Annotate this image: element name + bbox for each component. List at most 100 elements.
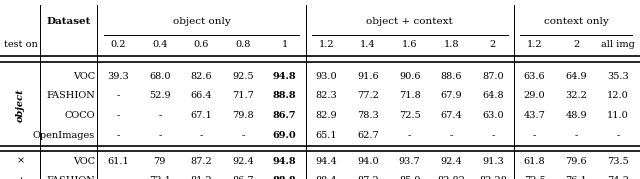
Text: all img: all img (601, 40, 635, 49)
Text: 1.8: 1.8 (444, 40, 459, 49)
Text: 87.0: 87.0 (482, 72, 504, 81)
Text: 11.0: 11.0 (607, 111, 628, 120)
Text: -: - (616, 131, 620, 140)
Text: 87.2: 87.2 (191, 157, 212, 166)
Text: 32.2: 32.2 (565, 91, 587, 100)
Text: 67.1: 67.1 (191, 111, 212, 120)
Text: 94.0: 94.0 (357, 157, 379, 166)
Text: 61.1: 61.1 (108, 157, 129, 166)
Text: 94.8: 94.8 (273, 157, 296, 166)
Text: 82.6: 82.6 (191, 72, 212, 81)
Text: -: - (158, 111, 161, 120)
Text: 0.2: 0.2 (110, 40, 126, 49)
Text: 67.4: 67.4 (440, 111, 462, 120)
Text: 65.1: 65.1 (316, 131, 337, 140)
Text: 68.0: 68.0 (149, 72, 170, 81)
Text: 74.3: 74.3 (607, 176, 629, 179)
Text: 2: 2 (490, 40, 496, 49)
Text: 88.8: 88.8 (273, 91, 296, 100)
Text: object: object (16, 89, 25, 122)
Text: 90.6: 90.6 (399, 72, 420, 81)
Text: FASHION: FASHION (46, 176, 95, 179)
Text: 62.7: 62.7 (357, 131, 379, 140)
Text: 35.3: 35.3 (607, 72, 628, 81)
Text: 43.7: 43.7 (524, 111, 545, 120)
Text: 88.4: 88.4 (316, 176, 337, 179)
Text: object + context: object + context (366, 17, 453, 26)
Text: -: - (116, 176, 120, 179)
Text: 67.9: 67.9 (440, 91, 462, 100)
Text: 88.6: 88.6 (440, 72, 462, 81)
Text: 2: 2 (573, 40, 579, 49)
Text: 61.8: 61.8 (524, 157, 545, 166)
Text: 85.9: 85.9 (399, 176, 420, 179)
Text: 86.7: 86.7 (273, 111, 296, 120)
Text: 82.9: 82.9 (316, 111, 337, 120)
Text: 78.3: 78.3 (357, 111, 379, 120)
Text: -: - (200, 131, 203, 140)
Text: test on: test on (4, 40, 37, 49)
Text: 0.4: 0.4 (152, 40, 168, 49)
Text: 1: 1 (282, 40, 288, 49)
Text: object only: object only (173, 17, 230, 26)
Text: 12.0: 12.0 (607, 91, 628, 100)
Text: 71.7: 71.7 (232, 91, 254, 100)
Text: 82.28: 82.28 (479, 176, 507, 179)
Text: 76.1: 76.1 (565, 176, 587, 179)
Text: 92.4: 92.4 (232, 157, 254, 166)
Text: 92.4: 92.4 (440, 157, 462, 166)
Text: -: - (241, 131, 244, 140)
Text: -: - (450, 131, 453, 140)
Text: 0.6: 0.6 (194, 40, 209, 49)
Text: 63.0: 63.0 (482, 111, 504, 120)
Text: 93.0: 93.0 (316, 72, 337, 81)
Text: -: - (408, 131, 412, 140)
Text: 79: 79 (154, 157, 166, 166)
Text: 77.2: 77.2 (357, 91, 379, 100)
Text: 29.0: 29.0 (524, 91, 545, 100)
Text: -: - (533, 131, 536, 140)
Text: 86.7: 86.7 (232, 176, 254, 179)
Text: 52.9: 52.9 (149, 91, 171, 100)
Text: 92.5: 92.5 (232, 72, 254, 81)
Text: ×: × (17, 157, 24, 166)
Text: -: - (575, 131, 578, 140)
Text: 64.9: 64.9 (565, 72, 587, 81)
Text: 1.2: 1.2 (319, 40, 334, 49)
Text: VOC: VOC (72, 157, 95, 166)
Text: 94.4: 94.4 (316, 157, 337, 166)
Text: 82.3: 82.3 (316, 91, 337, 100)
Text: 71.8: 71.8 (399, 91, 420, 100)
Text: 1.4: 1.4 (360, 40, 376, 49)
Text: 1.2: 1.2 (527, 40, 543, 49)
Text: 79.8: 79.8 (232, 111, 254, 120)
Text: -: - (492, 131, 495, 140)
Text: 1.6: 1.6 (402, 40, 417, 49)
Text: 79.6: 79.6 (565, 157, 587, 166)
Text: 69.0: 69.0 (273, 131, 296, 140)
Text: COCO: COCO (64, 111, 95, 120)
Text: OpenImages: OpenImages (33, 131, 95, 140)
Text: FASHION: FASHION (46, 91, 95, 100)
Text: 91.6: 91.6 (357, 72, 379, 81)
Text: 72.5: 72.5 (524, 176, 545, 179)
Text: 91.3: 91.3 (482, 157, 504, 166)
Text: 83.82: 83.82 (437, 176, 465, 179)
Text: 73.5: 73.5 (607, 157, 628, 166)
Text: 0.8: 0.8 (236, 40, 251, 49)
Text: 64.8: 64.8 (482, 91, 504, 100)
Text: VOC: VOC (72, 72, 95, 81)
Text: -: - (116, 91, 120, 100)
Text: 63.6: 63.6 (524, 72, 545, 81)
Text: 88.8: 88.8 (273, 176, 296, 179)
Text: 93.7: 93.7 (399, 157, 420, 166)
Text: -: - (116, 131, 120, 140)
Text: 39.3: 39.3 (108, 72, 129, 81)
Text: 94.8: 94.8 (273, 72, 296, 81)
Text: 72.5: 72.5 (399, 111, 420, 120)
Text: /: / (19, 176, 22, 179)
Text: context only: context only (544, 17, 609, 26)
Text: 73.1: 73.1 (149, 176, 171, 179)
Text: 66.4: 66.4 (191, 91, 212, 100)
Text: -: - (158, 131, 161, 140)
